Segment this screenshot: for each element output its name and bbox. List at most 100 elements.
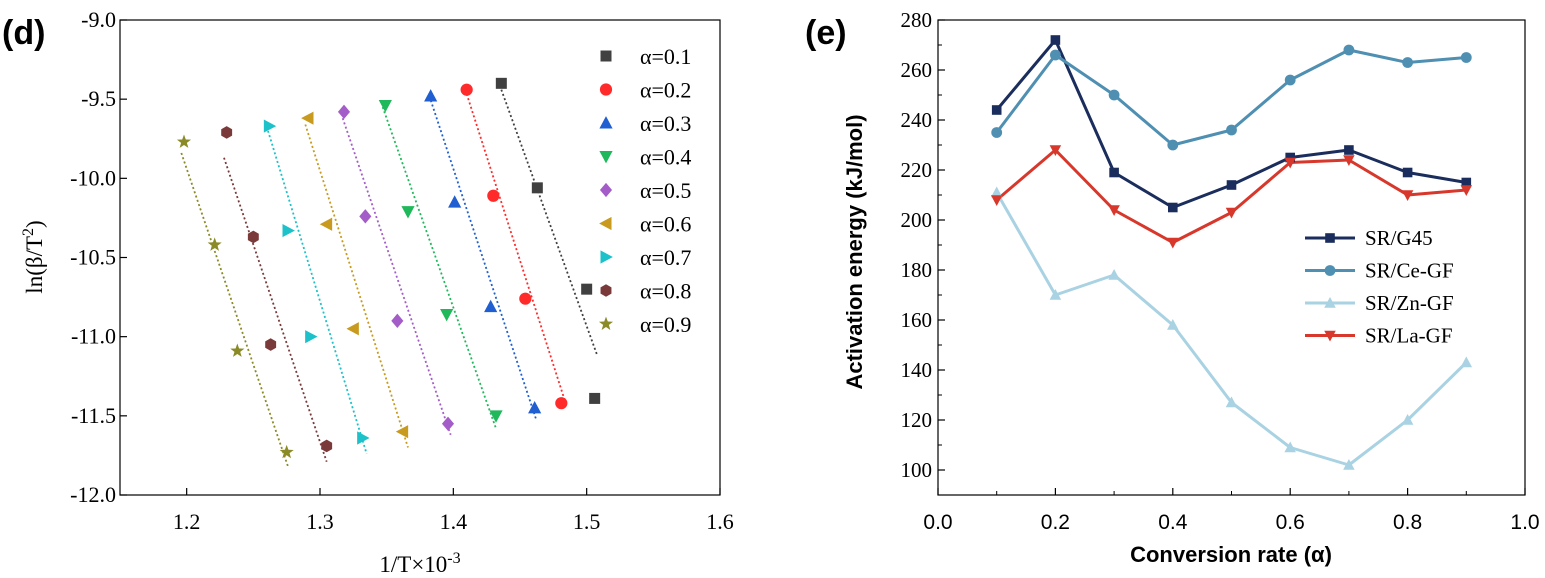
series-point-3-6: [1284, 441, 1296, 453]
legend-marker-1: [600, 50, 612, 62]
y-tick-label: -9.5: [81, 86, 116, 111]
legend-label-7: α=0.7: [640, 245, 691, 270]
legend-label-6: α=0.6: [640, 212, 691, 237]
legend-label-8: α=0.8: [640, 279, 691, 304]
legend-label-4: SR/La-GF: [1365, 324, 1453, 348]
data-point-2-4: [555, 397, 568, 410]
series-point-1-1: [991, 105, 1002, 115]
legend-label-9: α=0.9: [640, 312, 691, 337]
fit-line-6: [304, 124, 409, 448]
y-tick-label: 280: [901, 8, 933, 32]
y-tick-label: 200: [901, 208, 933, 232]
legend-marker-4: [599, 151, 613, 164]
fit-line-1: [500, 89, 599, 356]
data-point-2-3: [519, 292, 532, 305]
series-point-4-6: [1284, 157, 1296, 169]
data-point-7-2: [282, 223, 295, 238]
legend-marker-1: [1325, 233, 1335, 243]
data-point-4-3: [440, 309, 454, 322]
x-tick-label: 1.3: [306, 509, 334, 534]
data-point-8-4: [321, 439, 333, 453]
y-tick-label: 240: [901, 108, 933, 132]
series-point-2-6: [1284, 74, 1296, 86]
x-tick-label: 1.2: [173, 509, 201, 534]
y-tick-label: -10.0: [70, 165, 116, 190]
y-axis-label-d: ln(β/T2): [20, 220, 47, 293]
series-point-2-1: [991, 127, 1003, 138]
data-point-5-1: [337, 104, 351, 119]
fit-line-5: [341, 117, 452, 436]
series-point-1-3: [1109, 167, 1119, 178]
series-point-4-9: [1460, 185, 1473, 196]
plot-frame-e: [937, 19, 1526, 496]
data-point-9-1: [176, 134, 192, 148]
x-tick-label: 0.6: [1276, 511, 1305, 534]
y-tick-label: -10.5: [70, 245, 116, 270]
fit-line-8: [223, 157, 328, 463]
legend-marker-7: [600, 250, 613, 264]
data-point-8-1: [221, 126, 233, 139]
series-point-4-1: [990, 195, 1003, 206]
data-point-6-4: [395, 425, 409, 439]
panel-d: (d) 1.2 1.3 1.4 1.5 1.6 -12.0 -11.5 -11.0 -10.5 -…: [2, 7, 734, 577]
y-tick-label: -12.0: [70, 482, 116, 507]
fit-line-3: [428, 95, 537, 420]
data-point-8-3: [265, 338, 277, 351]
data-point-1-1: [495, 77, 507, 89]
axis-ticks-d: 1.2 1.3 1.4 1.5 1.6 -12.0 -11.5 -11.0 -10.5 -10.0…: [70, 7, 734, 534]
x-tick-label: 1.6: [706, 509, 734, 534]
data-point-3-1: [424, 89, 438, 102]
series-point-2-5: [1226, 124, 1237, 136]
data-point-1-2: [531, 182, 543, 194]
fit-line-9: [180, 152, 289, 467]
data-point-4-1: [378, 100, 392, 113]
series-point-2-3: [1108, 89, 1120, 101]
legend-marker-5: [599, 182, 613, 198]
series-point-2-8: [1402, 57, 1413, 68]
x-axis-label-e: Conversion rate (α): [1130, 542, 1332, 567]
data-point-4-2: [401, 206, 415, 219]
y-tick-label: -11.5: [71, 403, 116, 428]
data-point-2-2: [487, 189, 500, 202]
data-point-8-2: [247, 230, 259, 244]
legend-marker-2: [599, 83, 613, 96]
series-point-4-2: [1049, 145, 1062, 156]
data-point-3-3: [484, 299, 498, 313]
data-point-5-3: [391, 313, 404, 328]
legend-label-3: α=0.3: [640, 111, 691, 136]
fit-line-7: [267, 130, 368, 455]
data-point-9-2: [207, 237, 222, 251]
x-tick-label: 0.0: [923, 511, 952, 534]
series-point-1-5: [1226, 180, 1237, 190]
series-point-3-8: [1401, 414, 1414, 425]
x-tick-label: 1.5: [573, 509, 601, 534]
legend-marker-9: [598, 316, 614, 331]
y-axis-label-e: Activation energy (kJ/mol): [842, 114, 867, 389]
fit-line-2: [464, 89, 568, 407]
legend-e: SR/G45 SR/Ce-GF SR/Zn-GF SR/La-GF: [1305, 226, 1454, 348]
series-point-4-8: [1401, 190, 1414, 201]
legend-label-1: α=0.1: [640, 44, 691, 69]
panel-e: (e) 0.0 0.2 0.4 0.6 0.8 1.0 100 120 140 160 180 200…: [805, 8, 1540, 567]
legend-label-3: SR/Zn-GF: [1365, 291, 1454, 315]
series-point-1-4: [1168, 202, 1178, 213]
y-tick-label: 140: [901, 358, 933, 382]
x-tick-label: 1.4: [440, 509, 468, 534]
data-point-5-2: [359, 209, 372, 224]
data-point-1-3: [581, 283, 593, 295]
series-point-3-5: [1225, 396, 1238, 408]
series-point-4-7: [1343, 155, 1355, 166]
series-point-3-9: [1460, 356, 1473, 368]
data-point-6-1: [301, 111, 314, 125]
y-tick-label: 260: [901, 58, 933, 82]
data-point-3-2: [448, 195, 462, 208]
x-tick-label: 0.8: [1393, 511, 1422, 534]
data-point-9-3: [230, 343, 245, 357]
legend-label-2: α=0.2: [640, 78, 691, 103]
y-tick-label: 220: [901, 158, 933, 182]
y-tick-label: 180: [901, 258, 933, 282]
series-point-2-9: [1460, 52, 1472, 63]
panel-label-d: (d): [2, 14, 45, 52]
fit-lines-d: [180, 89, 599, 467]
y-tick-label: 120: [901, 408, 933, 432]
